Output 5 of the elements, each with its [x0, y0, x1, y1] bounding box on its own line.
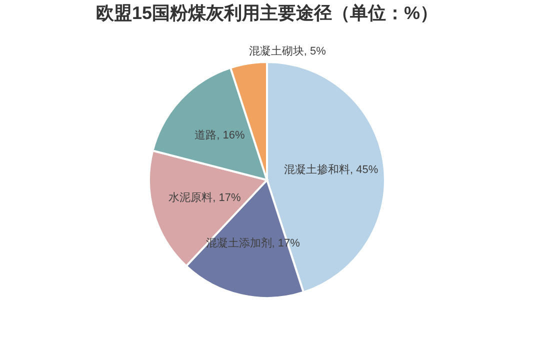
slice-label: 道路, 16% — [194, 130, 245, 142]
slice-label: 混凝土砌块, 5% — [248, 44, 326, 58]
slice-label: 水泥原料, 17% — [168, 191, 241, 204]
slice-label: 混凝土掺和料, 45% — [284, 162, 378, 176]
chart-title: 欧盟15国粉煤灰利用主要途径（单位：%） — [96, 3, 438, 23]
